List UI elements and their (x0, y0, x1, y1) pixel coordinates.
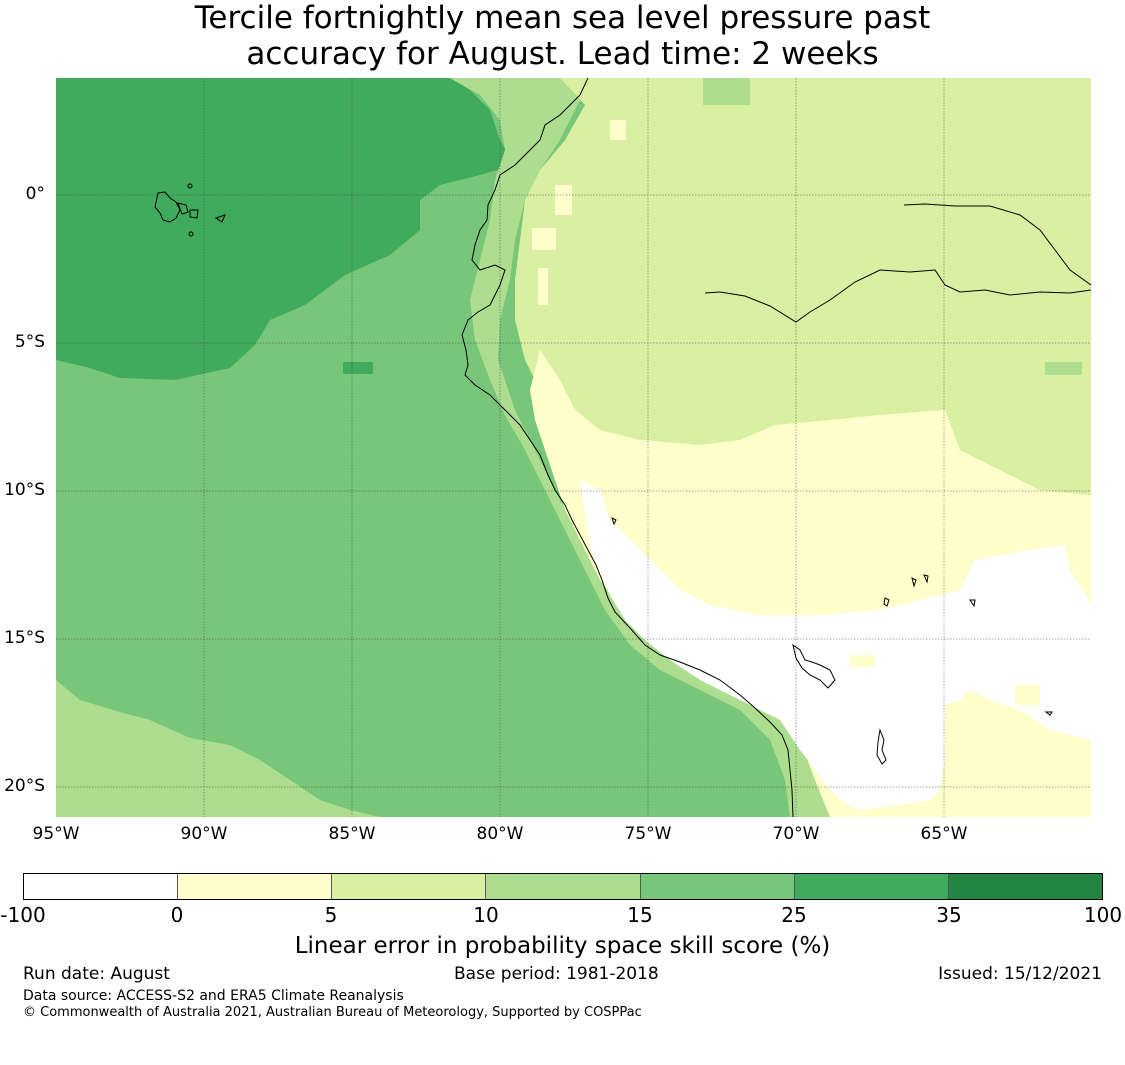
colorbar-seg-1 (178, 874, 333, 899)
lat-label-0: 0° (25, 184, 45, 204)
region-10-15-sw (56, 680, 380, 817)
lake-poopo (876, 728, 887, 765)
title-line-1: Tercile fortnightly mean sea level press… (194, 0, 931, 36)
colorbar-tick-2: 5 (324, 903, 338, 927)
lon-label-70w: 70°W (772, 824, 820, 844)
colorbar-seg-5 (794, 874, 949, 899)
colorbar-tick-4: 15 (627, 903, 653, 927)
amazon-river-north (903, 203, 1091, 286)
base-period: Base period: 1981-2018 (454, 964, 659, 984)
colorbar-tick-7: 100 (1083, 903, 1123, 927)
run-date: Run date: August (23, 964, 170, 984)
colorbar (23, 873, 1103, 900)
region-0-5-island2 (1015, 685, 1040, 705)
colorbar-label: Linear error in probability space skill … (294, 933, 831, 959)
region-5-10 (515, 78, 1091, 510)
lon-label-95w: 95°W (32, 824, 80, 844)
region-0-5-n4 (610, 120, 626, 140)
colorbar-seg-2 (332, 874, 487, 899)
lake-titicaca (792, 643, 836, 689)
lat-label-5s: 5°S (14, 332, 45, 352)
lon-label-90w: 90°W (180, 824, 228, 844)
galapagos-islands (154, 183, 226, 237)
copyright: © Commonwealth of Australia 2021, Austra… (23, 1005, 642, 1020)
colorbar-tick-6: 35 (936, 903, 962, 927)
colorbar-seg-4 (640, 874, 795, 899)
lon-label-80w: 80°W (476, 824, 524, 844)
amazon-river (704, 269, 1091, 323)
map-title: Tercile fortnightly mean sea level press… (0, 0, 1125, 72)
region-25-35-patch (343, 362, 373, 374)
colorbar-tick-3: 10 (473, 903, 499, 927)
region-0-5-island3 (975, 755, 990, 767)
colorbar-seg-6 (948, 874, 1102, 899)
lon-label-85w: 85°W (328, 824, 376, 844)
lon-label-65w: 65°W (920, 824, 968, 844)
colorbar-tick-0: -100 (0, 903, 46, 927)
region-0-5-island (850, 655, 875, 667)
region-10-15-n (450, 78, 830, 817)
coastline (461, 78, 794, 817)
colorbar-tick-1: 0 (170, 903, 184, 927)
lon-label-75w: 75°W (624, 824, 672, 844)
region-25-35 (56, 78, 515, 380)
region-negative (580, 480, 1091, 810)
data-source: Data source: ACCESS-S2 and ERA5 Climate … (23, 988, 404, 1004)
skill-score-map (56, 78, 1091, 817)
region-10-15-ne (703, 78, 750, 105)
lat-label-15s: 15°S (4, 628, 45, 648)
title-line-2: accuracy for August. Lead time: 2 weeks (246, 36, 879, 72)
small-lakes (611, 517, 1053, 716)
colorbar-seg-3 (486, 874, 641, 899)
region-10-15-e (1045, 362, 1082, 375)
region-0-5-n1 (555, 185, 572, 215)
lat-label-10s: 10°S (4, 480, 45, 500)
region-0-5-n3 (538, 268, 548, 305)
issued-date: Issued: 15/12/2021 (938, 964, 1102, 984)
region-0-5-n2 (532, 228, 556, 250)
lat-label-20s: 20°S (4, 776, 45, 796)
gridlines (56, 78, 1091, 817)
colorbar-seg-0 (24, 874, 179, 899)
colorbar-tick-5: 25 (781, 903, 807, 927)
